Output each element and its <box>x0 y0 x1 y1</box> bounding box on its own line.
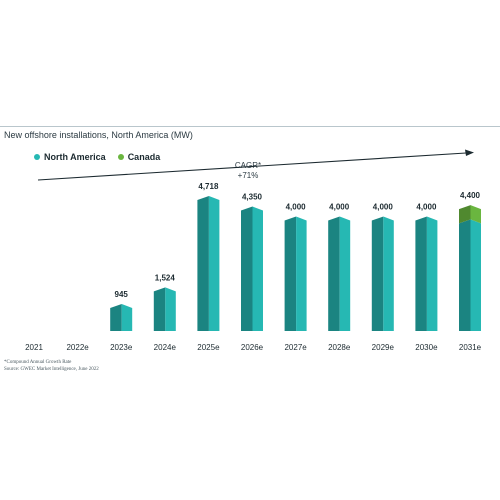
legend-swatch-canada <box>117 154 124 160</box>
x-tick-2022e: 2022e <box>66 343 89 352</box>
footnote-cagr: *Compound Annual Growth Rate <box>4 360 72 365</box>
value-label-2031e: 4,400 <box>460 191 481 200</box>
bar-north-america-2031e-side <box>470 219 481 331</box>
cagr-arrow-head <box>465 149 474 156</box>
legend-label-canada: Canada <box>127 152 161 162</box>
bar-canada-2031e <box>459 205 471 224</box>
bar-north-america-2025e <box>197 196 209 331</box>
value-label-2023e: 945 <box>115 290 129 299</box>
bar-north-america-2024e-side <box>165 287 176 331</box>
bar-north-america-2023e <box>110 303 122 331</box>
bar-north-america-2026e <box>241 206 253 331</box>
cagr-arrow <box>37 149 474 181</box>
bar-canada-2031e-side <box>470 205 481 224</box>
x-tick-2024e: 2024e <box>154 343 177 352</box>
x-tick-2025e: 2025e <box>197 343 220 352</box>
bar-north-america-2029e-side <box>383 216 394 331</box>
legend-item-north-america: North America <box>34 152 106 162</box>
legend-label-north-america: North America <box>44 152 106 162</box>
value-label-2025e: 4,718 <box>198 182 219 191</box>
bars <box>110 196 481 331</box>
bar-north-america-2027e-side <box>296 216 307 331</box>
cagr-annotation: CAGR* +71% <box>222 161 274 181</box>
bar-north-america-2024e <box>153 287 166 331</box>
cagr-label: CAGR* <box>234 161 262 170</box>
cagr-value: +71% <box>237 171 259 180</box>
bar-north-america-2027e <box>284 216 297 331</box>
value-labels: 945 1,524 4,718 4,350 4,000 4,000 4,000 4,000 4,… <box>115 182 481 299</box>
bar-north-america-2030e-side <box>426 216 438 331</box>
value-label-2024e: 1,524 <box>155 273 176 282</box>
bar-north-america-2030e <box>415 216 427 331</box>
chart-title: New offshore installations, North Americ… <box>4 130 193 140</box>
legend-item-canada: Canada <box>117 152 161 162</box>
bar-north-america-2028e-side <box>339 216 351 331</box>
header-divider <box>0 126 500 127</box>
x-tick-2028e: 2028e <box>328 343 351 352</box>
legend: North America Canada <box>34 152 160 162</box>
footnote-source: Source: GWEC Market Intelligence, June 2… <box>4 367 99 372</box>
bar-north-america-2025e-side <box>208 196 220 331</box>
x-axis-ticks: 2021 2022e 2023e 2024e 2025e 2026e 2027e 2028e 2… <box>25 343 482 352</box>
x-tick-2027e: 2027e <box>284 343 307 352</box>
cagr-arrow-line <box>37 152 467 181</box>
x-tick-2029e: 2029e <box>372 343 395 352</box>
bar-north-america-2028e <box>328 216 340 331</box>
value-label-2030e: 4,000 <box>416 203 437 212</box>
x-tick-2030e: 2030e <box>415 343 438 352</box>
x-tick-2023e: 2023e <box>110 343 133 352</box>
value-label-2029e: 4,000 <box>373 203 394 212</box>
bar-north-america-2031e <box>459 219 471 331</box>
value-label-2027e: 4,000 <box>286 203 307 212</box>
value-label-2026e: 4,350 <box>242 193 263 202</box>
bar-north-america-2029e <box>371 216 384 331</box>
x-tick-2021: 2021 <box>25 343 43 352</box>
value-label-2028e: 4,000 <box>329 203 350 212</box>
x-tick-2031e: 2031e <box>459 343 482 352</box>
bar-north-america-2023e-side <box>121 303 133 331</box>
legend-swatch-north-america <box>34 154 40 160</box>
x-tick-2026e: 2026e <box>241 343 264 352</box>
bar-north-america-2026e-side <box>252 206 263 331</box>
